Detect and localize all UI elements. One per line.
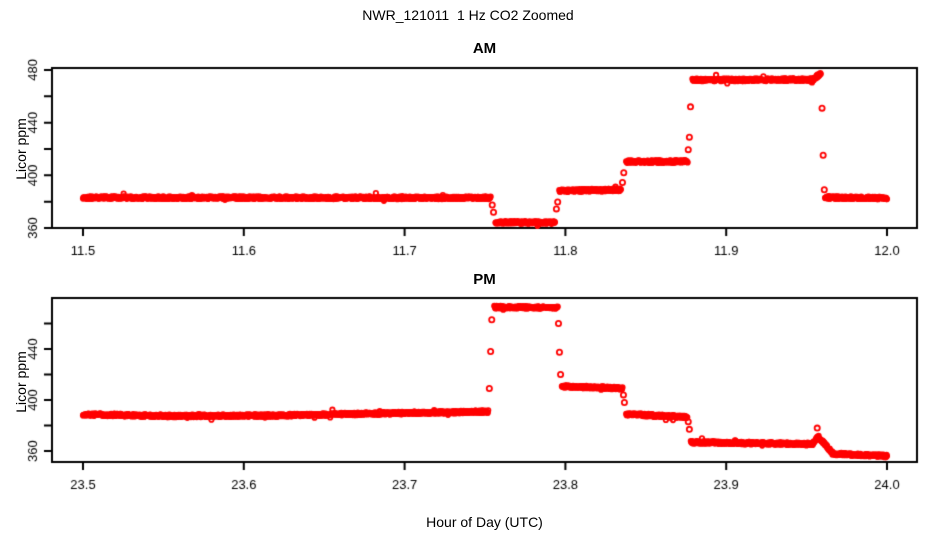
am-y-axis-label: Licor ppm xyxy=(13,118,29,180)
pm-panel-title: PM xyxy=(473,271,496,288)
figure-title: NWR_121011 1 Hz CO2 Zoomed xyxy=(362,7,574,23)
x-axis-label: Hour of Day (UTC) xyxy=(426,514,543,530)
am-panel-title: AM xyxy=(472,40,497,57)
pm-y-axis-label: Licor ppm xyxy=(13,351,29,413)
